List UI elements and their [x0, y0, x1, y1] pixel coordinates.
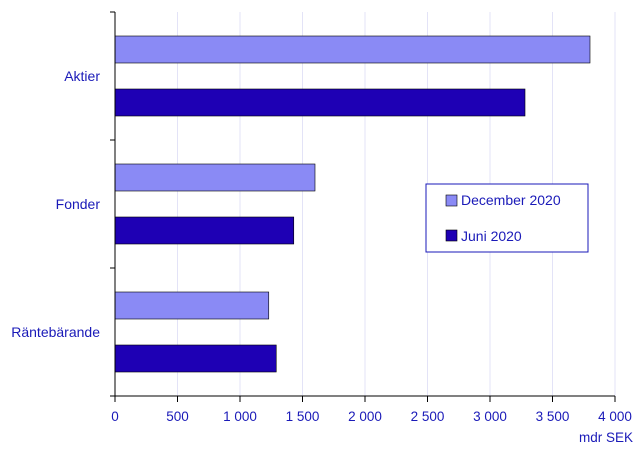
- x-tick-label-4000: 4 000: [598, 409, 632, 424]
- legend-swatch-december-2020: [445, 194, 458, 207]
- category-label-fonder: Fonder: [56, 196, 101, 212]
- category-labels: Aktier Fonder Räntebärande: [11, 68, 100, 340]
- bar-fonder-juni-2020: [114, 216, 295, 245]
- x-tick-label-1000: 1 000: [223, 409, 257, 424]
- category-label-aktier: Aktier: [64, 68, 100, 84]
- x-tick-label-2500: 2 500: [411, 409, 445, 424]
- x-tick-label-2000: 2 000: [348, 409, 382, 424]
- x-tick-label-1500: 1 500: [286, 409, 320, 424]
- x-tick-label-0: 0: [111, 409, 119, 424]
- legend-label-juni-2020: Juni 2020: [461, 228, 522, 244]
- category-label-rantebarande: Räntebärande: [11, 324, 100, 340]
- bar-aktier-december-2020: [114, 35, 591, 64]
- bar-fonder-december-2020: [114, 163, 316, 192]
- x-tick-label-3000: 3 000: [473, 409, 507, 424]
- legend-label-december-2020: December 2020: [461, 192, 561, 208]
- x-ticks: 0 500 1 000 1 500 2 000 2 500 3 000 3 500 4 000: [110, 11, 632, 424]
- bar-aktier-juni-2020: [114, 88, 526, 117]
- bars-group: [114, 35, 591, 373]
- legend-swatch-juni-2020: [445, 229, 458, 242]
- x-tick-label-3500: 3 500: [536, 409, 570, 424]
- x-unit-label: mdr SEK: [579, 430, 633, 445]
- bar-rantebarande-december-2020: [114, 291, 270, 320]
- legend: December 2020 Juni 2020: [425, 183, 589, 253]
- bar-rantebarande-juni-2020: [114, 344, 277, 373]
- x-tick-label-500: 500: [166, 409, 189, 424]
